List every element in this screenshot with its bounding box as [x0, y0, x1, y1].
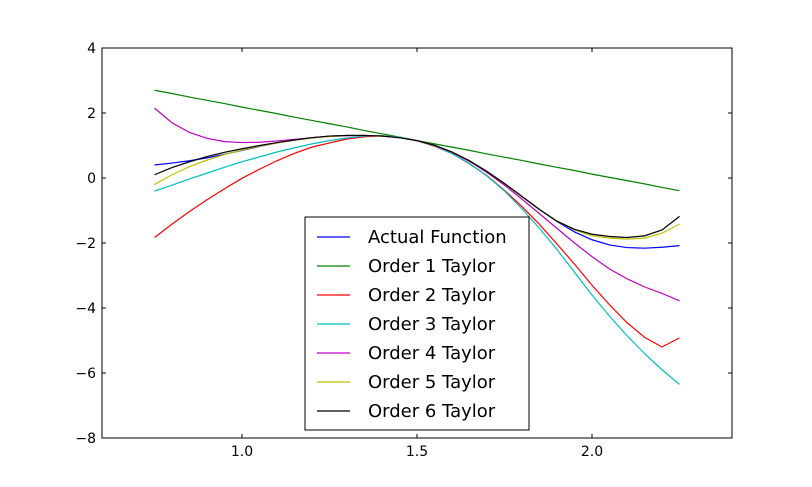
tick-layer: 1.0 1.5 2.0 −8 −6 −4 −2 0 2 4: [75, 41, 732, 460]
legend-label-3: Order 2 Taylor: [368, 285, 496, 306]
y-tick-label: −4: [75, 301, 96, 317]
legend-label-5: Order 4 Taylor: [368, 343, 496, 364]
legend: Actual Function Order 1 Taylor Order 2 Tay…: [304, 216, 530, 431]
legend-label-1: Actual Function: [368, 227, 507, 248]
y-tick-label: 4: [87, 41, 96, 57]
y-tick-label: 0: [87, 171, 96, 187]
x-tick-label: 2.0: [581, 444, 603, 460]
legend-label-6: Order 5 Taylor: [368, 372, 496, 393]
x-tick-label: 1.0: [231, 444, 253, 460]
legend-label-7: Order 6 Taylor: [368, 401, 496, 422]
x-tick-label: 1.5: [406, 444, 428, 460]
series-layer: [154, 89, 680, 385]
y-tick-label: 2: [87, 106, 96, 122]
legend-label-4: Order 3 Taylor: [368, 314, 496, 335]
y-tick-label: −2: [75, 236, 96, 252]
series-line-7: [154, 134, 680, 239]
y-tick-label: −6: [75, 366, 96, 382]
legend-label-2: Order 1 Taylor: [368, 256, 496, 277]
y-tick-label: −8: [75, 431, 96, 447]
